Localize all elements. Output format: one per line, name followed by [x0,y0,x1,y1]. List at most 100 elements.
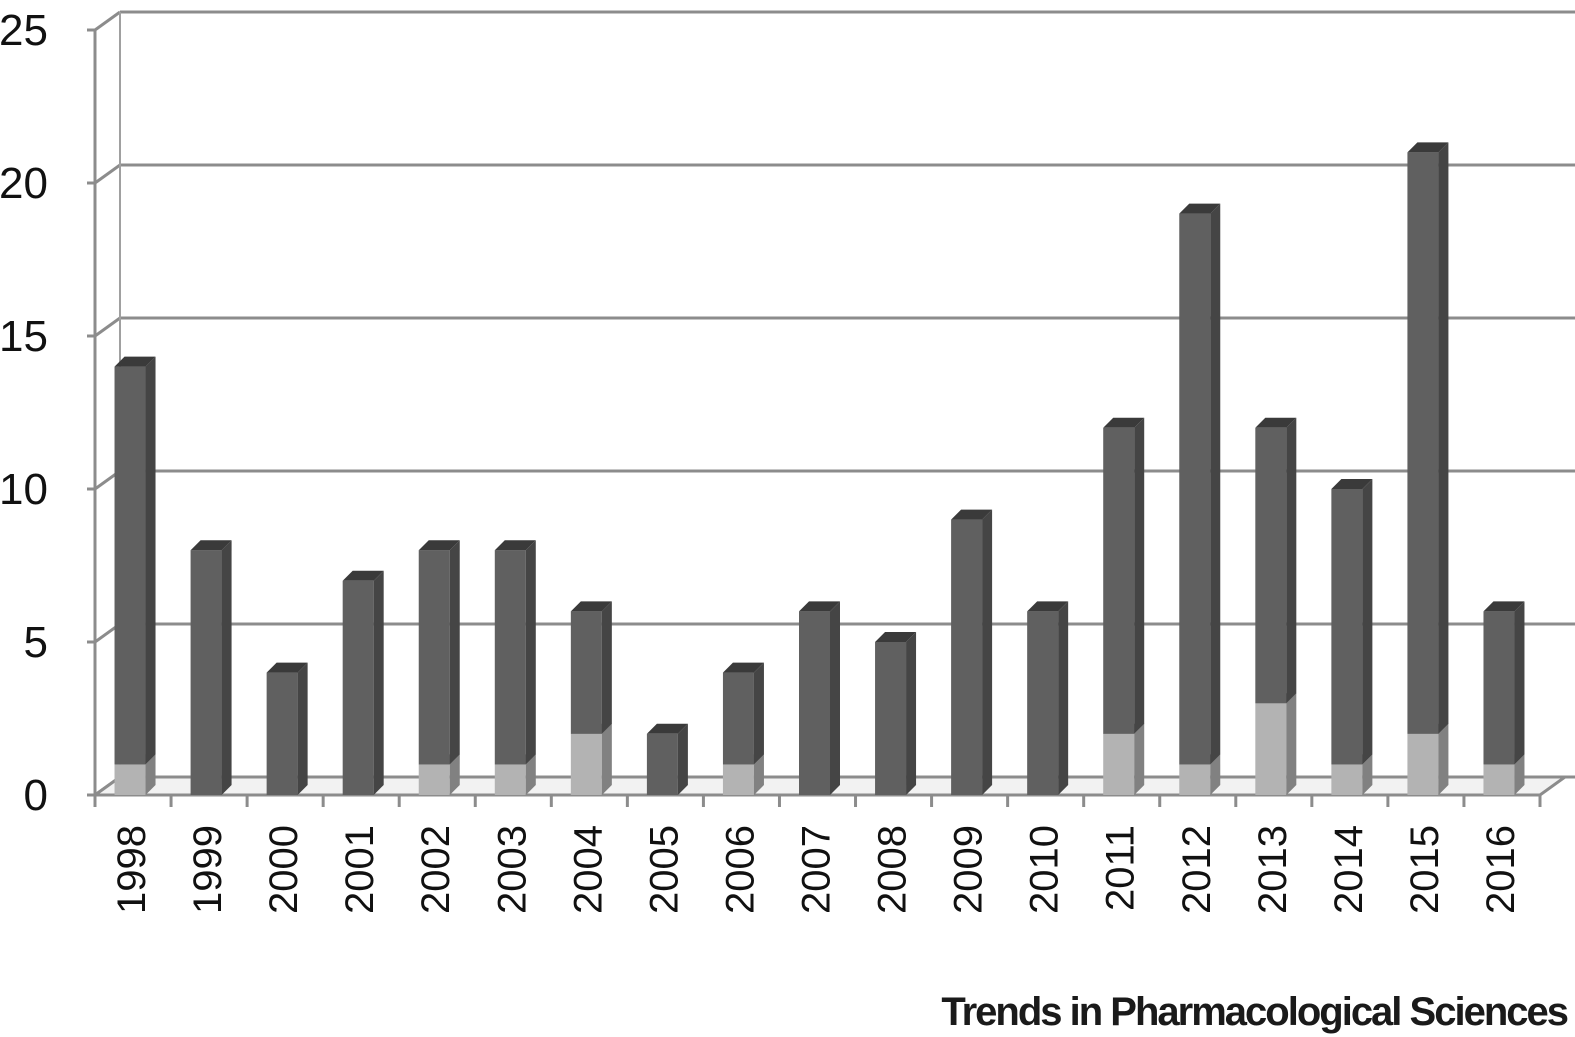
bar-side [830,601,840,795]
gridline-depth [94,316,121,338]
bar-top [1179,203,1221,214]
bar-front [1255,427,1287,704]
bar-segment [570,723,612,795]
bar-segment [418,540,460,765]
bar-segment [875,632,917,795]
bar-segment [1103,417,1145,734]
y-tick-label: 5 [24,618,48,667]
bar-side [1514,601,1525,765]
bar-segment [114,356,156,765]
bar-side [1362,754,1373,795]
bar-side [525,540,536,765]
bar-top [266,662,308,673]
bar-front [1483,764,1515,795]
bar-segment [342,570,384,795]
bar-segment [1407,142,1449,734]
bar-segment [1483,601,1525,765]
bar-front [494,764,526,795]
bar-side [601,601,612,734]
bar-segment [799,601,840,795]
gridline-depth [94,163,121,185]
bar-side [1286,693,1297,795]
bar-segment [1331,479,1373,765]
x-tick-label: 2014 [1327,825,1371,914]
bar-side [1514,754,1525,795]
bar-top [799,601,840,612]
bar-front [1331,489,1363,765]
y-tick-label: 20 [0,159,48,208]
bar-front [190,550,222,795]
bar-front [722,764,754,795]
bar-side [373,570,384,795]
bar-segment [722,662,764,765]
bar-segment [951,509,993,795]
bar-side [145,754,156,795]
bar-side [1286,417,1297,704]
bar-front [1103,427,1135,734]
bar-top [875,632,917,642]
x-tick-label: 2002 [414,825,458,914]
x-tick-label: 2001 [338,825,382,914]
x-tick-label: 2015 [1403,825,1447,914]
y-tick-label: 25 [0,6,48,55]
x-tick-label: 2003 [490,825,534,914]
bar-front [114,366,146,765]
bar-top [1027,601,1069,612]
x-tick-label: 2000 [262,825,306,914]
y-axis-ticks: 0 5 10 15 20 25 [0,6,48,820]
bar-front [1179,213,1211,765]
x-tick-label: 2010 [1023,825,1067,914]
bar-front [951,519,983,795]
bar-top [1483,601,1525,612]
x-tick-label: 2005 [642,825,686,914]
bar-side [449,754,460,795]
bar-side [1134,417,1145,734]
journal-footer: Trends in Pharmacological Sciences [941,990,1569,1034]
bar-segment [1255,417,1297,704]
bar-top [1103,417,1145,428]
bar-side [525,754,536,795]
bar-segment [1027,601,1069,795]
bar-front [570,733,602,795]
x-tick-label: 2016 [1479,825,1523,914]
y-tick-label: 10 [0,465,48,514]
bar-top [1407,142,1449,153]
bar-segment [1179,203,1221,765]
bar-side [753,754,764,795]
bar-side [677,723,688,795]
bar-side [601,723,612,795]
bar-side [1134,723,1145,795]
bar-top [494,540,536,551]
bar-segment [190,540,232,795]
bar-top [418,540,460,551]
bar-front [1331,764,1363,795]
bar-side [297,662,308,795]
bar-front [1103,733,1135,795]
x-tick-label: 2012 [1175,825,1219,914]
bar-segment [494,540,536,765]
bar-segment [1103,723,1145,795]
bar-top [722,662,764,673]
bar-segment [1255,693,1297,795]
chart-bars [114,142,1525,795]
bar-side [753,662,764,765]
bar-side [449,540,460,765]
bar-front [1027,611,1059,795]
bar-segment [266,662,308,795]
bar-segment [646,723,688,795]
bar-side [221,540,232,795]
bar-front [1179,764,1211,795]
bar-top [1331,479,1373,489]
bar-side [1058,601,1069,795]
x-tick-label: 2006 [718,825,762,914]
x-tick-label: 1999 [186,825,230,914]
x-tick-label: 2013 [1251,825,1295,914]
bar-front [1483,611,1515,765]
bar-top [570,601,612,612]
y-tick-label: 15 [0,312,48,361]
bar-side [1210,754,1221,795]
bar-front [646,733,678,795]
x-tick-label: 2011 [1099,825,1143,911]
x-tick-label: 2004 [566,825,610,914]
